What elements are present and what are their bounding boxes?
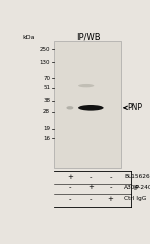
Text: 16: 16 (43, 136, 50, 141)
Text: -: - (109, 174, 112, 180)
Text: +: + (88, 184, 94, 191)
Text: Ctrl IgG: Ctrl IgG (124, 196, 146, 201)
Text: 19: 19 (43, 126, 50, 131)
Text: 51: 51 (43, 85, 50, 90)
Text: 28: 28 (43, 110, 50, 114)
Text: -: - (90, 196, 92, 202)
Text: +: + (108, 196, 114, 202)
Ellipse shape (66, 106, 73, 110)
Bar (54, 41, 121, 168)
Text: A304-240A: A304-240A (124, 185, 150, 190)
Text: -: - (90, 174, 92, 180)
Text: IP/WB: IP/WB (76, 33, 101, 42)
Text: IP: IP (134, 185, 140, 191)
Text: +: + (67, 174, 73, 180)
Text: BL15626: BL15626 (124, 174, 150, 179)
Text: 130: 130 (40, 60, 50, 65)
Text: -: - (69, 196, 71, 202)
Text: kDa: kDa (22, 35, 35, 40)
Text: -: - (69, 184, 71, 191)
Ellipse shape (78, 84, 94, 87)
Text: PNP: PNP (127, 103, 142, 112)
Text: 70: 70 (43, 76, 50, 81)
Text: 250: 250 (40, 47, 50, 51)
Text: 38: 38 (43, 98, 50, 103)
Text: -: - (109, 184, 112, 191)
Ellipse shape (78, 105, 104, 111)
